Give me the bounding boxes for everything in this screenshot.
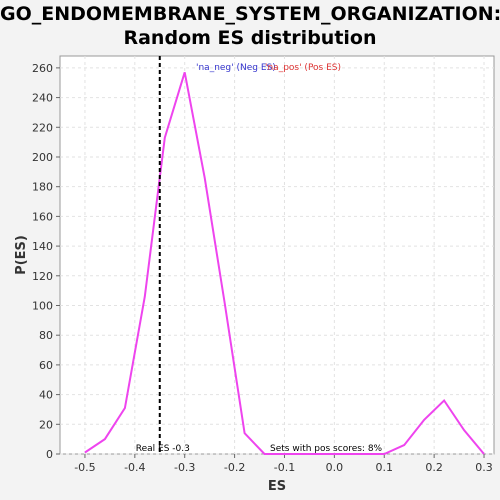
- y-tick-label: 60: [39, 359, 53, 372]
- y-tick-label: 100: [32, 299, 53, 312]
- x-tick-label: -0.1: [274, 461, 295, 474]
- y-tick-label: 260: [32, 62, 53, 75]
- y-tick-label: 80: [39, 329, 53, 342]
- chart-title: GO_ENDOMEMBRANE_SYSTEM_ORGANIZATION: Ran…: [0, 2, 500, 50]
- legend-neg: 'na_neg' (Neg ES): [196, 63, 276, 73]
- y-tick-label: 160: [32, 210, 53, 223]
- y-tick-label: 140: [32, 240, 53, 253]
- x-tick-label: 0.0: [326, 461, 344, 474]
- y-axis-label: P(ES): [14, 235, 29, 275]
- x-tick-label: 0.1: [376, 461, 394, 474]
- y-axis-ticks: 0 20 40 60 80 100 120 140 160 180 200 220 240 260: [32, 62, 60, 461]
- x-tick-label: -0.3: [174, 461, 195, 474]
- x-axis-label: ES: [268, 479, 286, 494]
- x-tick-label: -0.4: [124, 461, 145, 474]
- legend-pos: 'na_pos' (Pos ES): [265, 63, 341, 73]
- y-tick-label: 0: [46, 448, 53, 461]
- y-tick-label: 40: [39, 389, 53, 402]
- series-group: [84, 72, 485, 455]
- annotation-pos-scores: Sets with pos scores: 8%: [270, 444, 383, 454]
- y-tick-label: 200: [32, 151, 53, 164]
- y-tick-label: 220: [32, 121, 53, 134]
- y-tick-label: 20: [39, 418, 53, 431]
- series-line: [84, 72, 485, 455]
- x-axis-ticks: -0.5 -0.4 -0.3 -0.2 -0.1 0.0 0.1 0.2 0.3: [74, 454, 493, 474]
- grid-lines: [60, 56, 494, 455]
- chart-title-line-2: Random ES distribution: [123, 27, 377, 49]
- plot-area: [59, 55, 495, 455]
- y-tick-label: 120: [32, 270, 53, 283]
- x-tick-label: -0.2: [224, 461, 245, 474]
- chart-title-line-1: GO_ENDOMEMBRANE_SYSTEM_ORGANIZATION:: [0, 3, 500, 25]
- annotation-real-es: Real ES -0.3: [136, 444, 190, 454]
- x-tick-label: 0.2: [425, 461, 443, 474]
- y-tick-label: 240: [32, 92, 53, 105]
- y-tick-label: 180: [32, 181, 53, 194]
- x-tick-label: -0.5: [74, 461, 95, 474]
- x-tick-label: 0.3: [475, 461, 493, 474]
